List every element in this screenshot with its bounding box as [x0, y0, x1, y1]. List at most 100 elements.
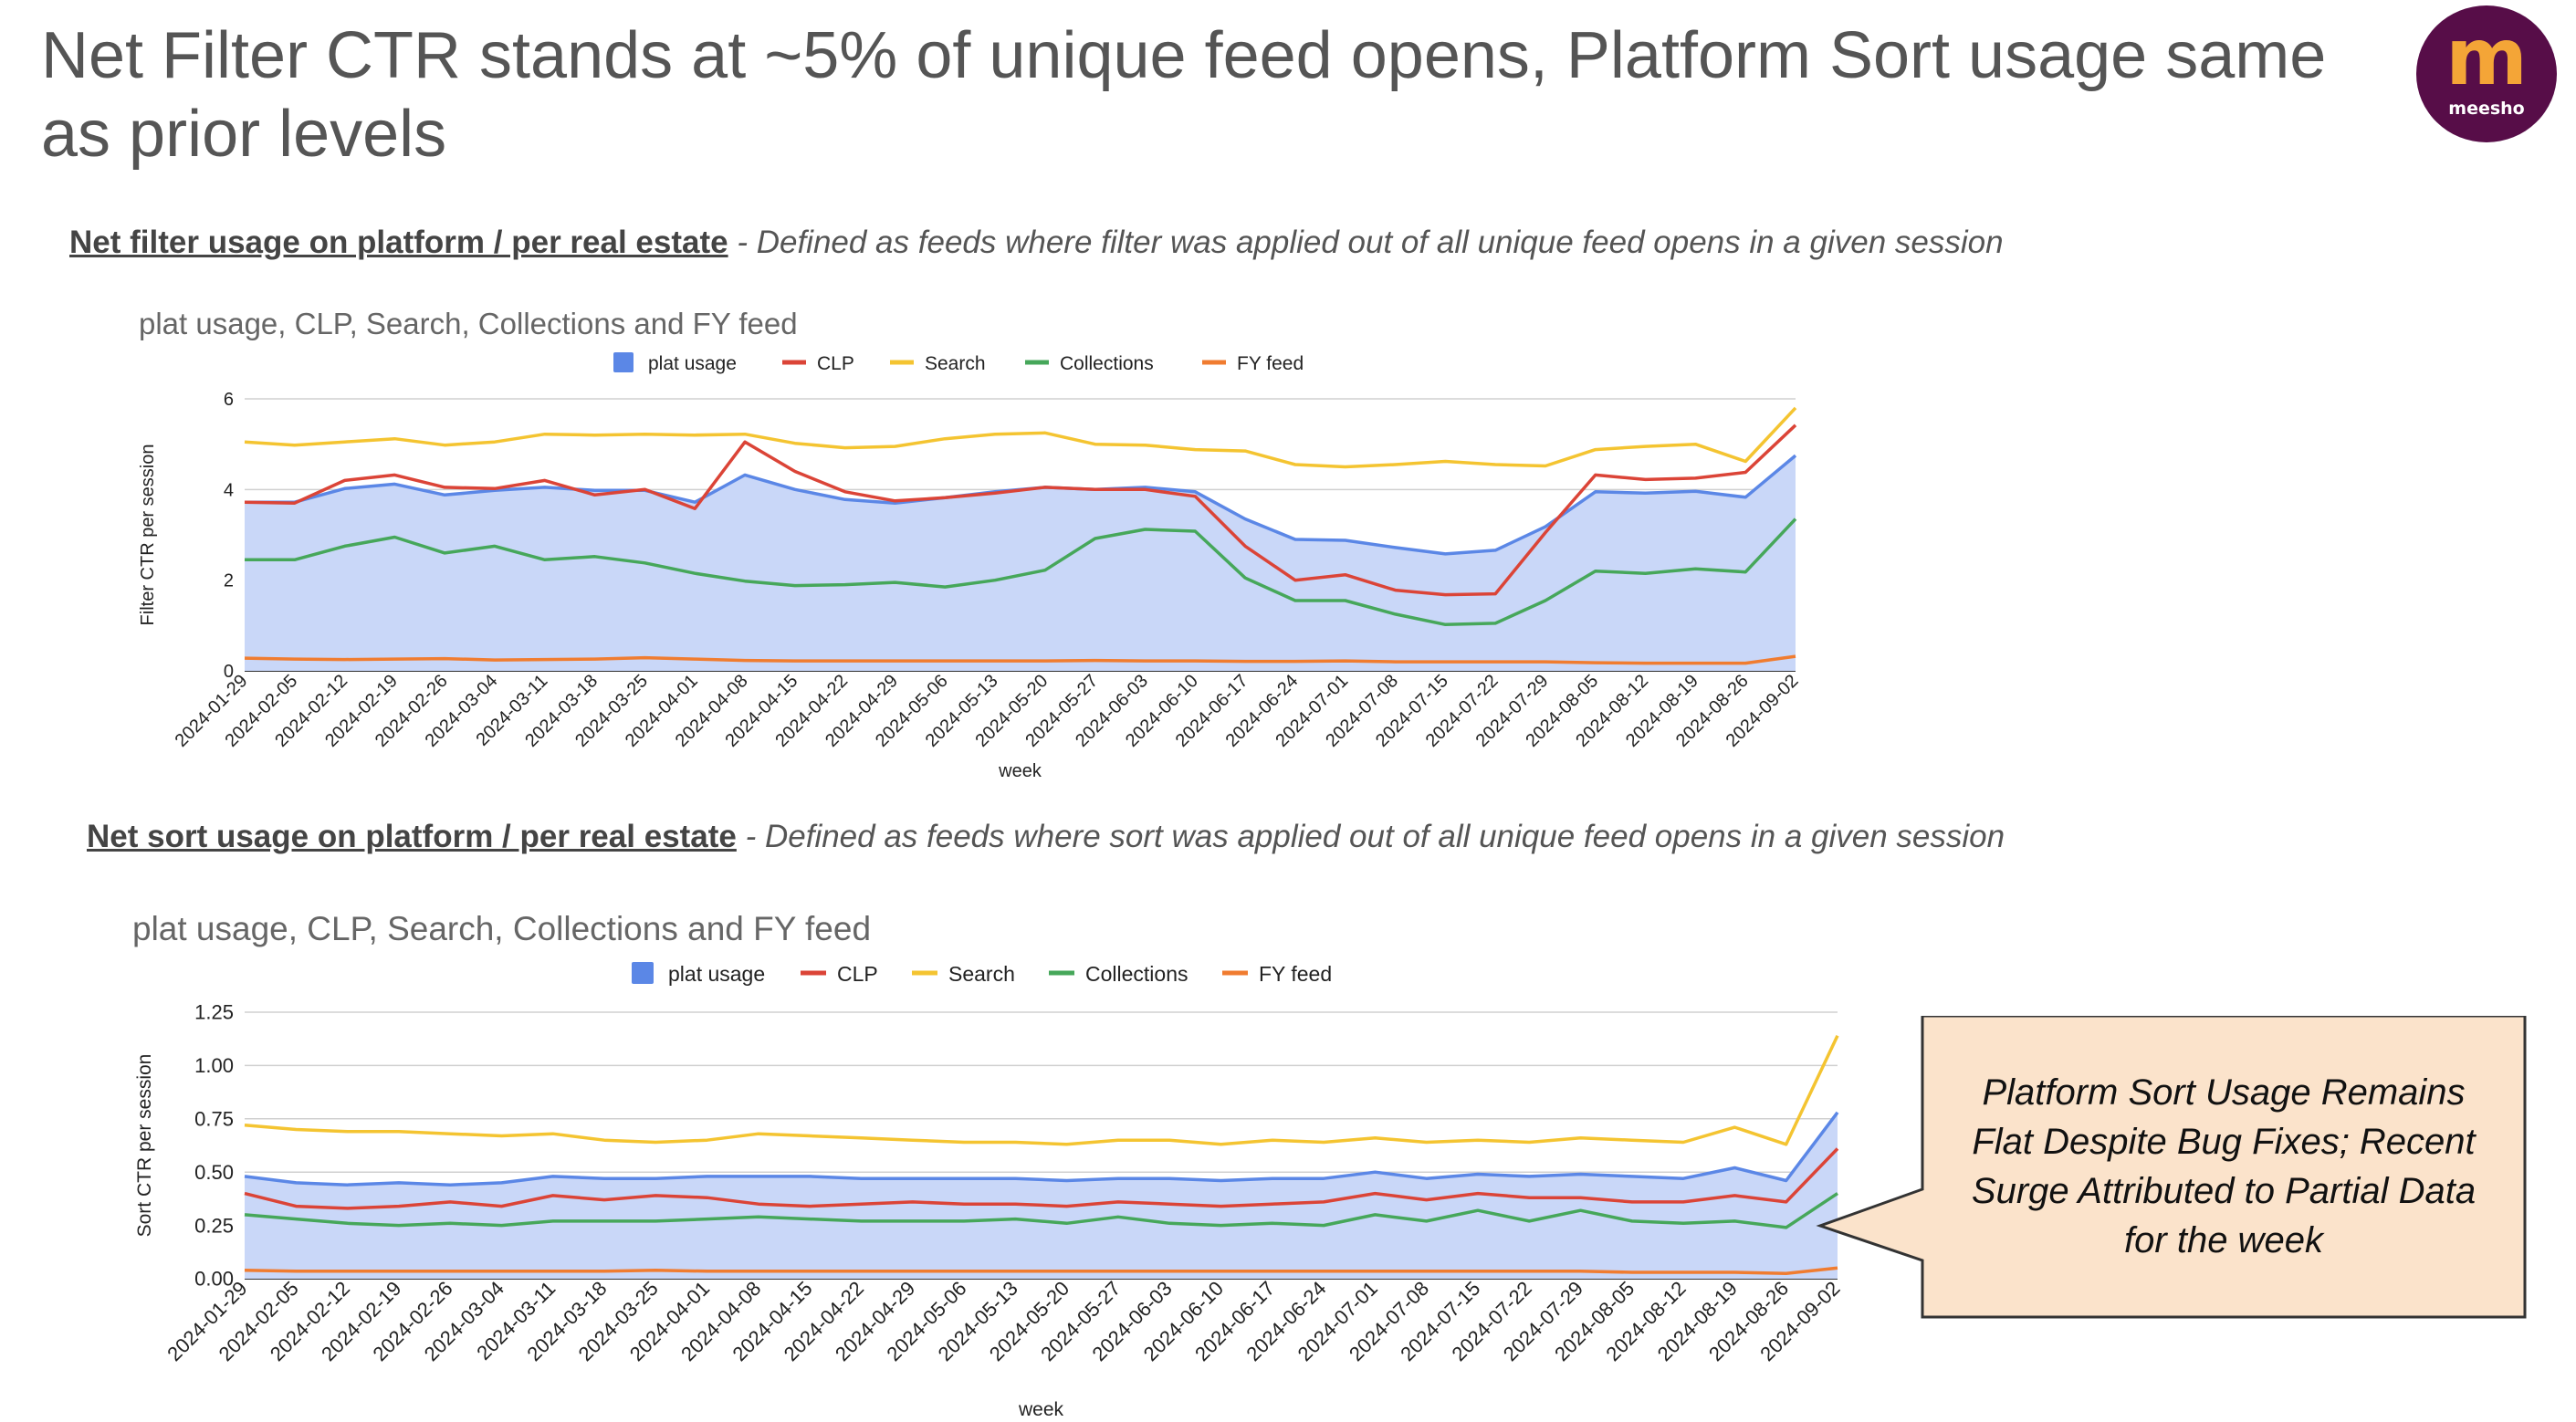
series-line-search — [244, 406, 1797, 469]
x-tick-label: 2024-07-29 — [1472, 671, 1553, 751]
x-tick-label: 2024-07-01 — [1293, 1277, 1382, 1365]
x-tick-label: 2024-07-08 — [1345, 1277, 1433, 1365]
x-tick-label: 2024-09-02 — [1723, 671, 1803, 751]
x-tick-label: 2024-07-22 — [1422, 671, 1503, 751]
x-tick-label: 2024-03-11 — [472, 1277, 560, 1364]
x-tick-label: 2024-07-22 — [1448, 1277, 1536, 1365]
legend-label-fy-feed: FY feed — [1259, 962, 1332, 986]
logo-wordmark: meesho — [2448, 99, 2525, 119]
legend-label-collections: Collections — [1060, 353, 1154, 374]
y-tick-label: 4 — [224, 480, 234, 500]
x-tick-label: 2024-04-08 — [672, 671, 752, 751]
chart-title: plat usage, CLP, Search, Collections and… — [139, 307, 798, 340]
x-tick-label: 2024-03-18 — [521, 671, 602, 751]
legend-label-plat-usage: plat usage — [668, 962, 765, 986]
y-axis-label: Filter CTR per session — [138, 444, 158, 626]
plat-usage-area-fill — [245, 455, 1796, 671]
x-tick-label: 2024-08-12 — [1601, 1277, 1690, 1365]
x-tick-label: 2024-06-03 — [1072, 671, 1152, 751]
series-line-clp — [244, 423, 1797, 597]
series-line-clp — [244, 1147, 1839, 1210]
legend-swatch-plat-usage — [613, 352, 634, 372]
x-tick-label: 2024-06-10 — [1139, 1277, 1228, 1365]
legend-label-plat-usage: plat usage — [648, 353, 737, 374]
y-tick-label: 1.00 — [194, 1054, 234, 1077]
series-line-collections — [244, 1192, 1838, 1229]
slide-title: Net Filter CTR stands at ~5% of unique f… — [41, 19, 2327, 171]
legend-label-clp: CLP — [817, 353, 854, 374]
legend-label-search: Search — [948, 962, 1015, 986]
x-tick-label: 2024-04-01 — [622, 671, 702, 751]
x-tick-label: 2024-04-29 — [831, 1277, 919, 1365]
x-tick-label: 2024-07-15 — [1396, 1277, 1484, 1365]
sort-section-desc: - Defined as feeds where sort was applie… — [736, 819, 2005, 854]
x-tick-label: 2024-03-04 — [420, 1277, 508, 1365]
x-tick-label: 2024-02-26 — [368, 1277, 456, 1365]
legend-label-collections: Collections — [1085, 962, 1189, 986]
x-tick-label: 2024-02-05 — [215, 1277, 303, 1365]
x-tick-label: 2024-02-19 — [321, 671, 402, 751]
filter-section-lead: Net filter usage on platform / per real … — [69, 225, 728, 260]
x-tick-label: 2024-06-24 — [1241, 1277, 1330, 1365]
x-tick-label: 2024-08-26 — [1672, 671, 1753, 751]
series-line-fy-feed — [244, 1266, 1838, 1275]
legend-label-clp: CLP — [837, 962, 878, 986]
x-tick-label: 2024-08-19 — [1653, 1277, 1742, 1365]
x-tick-label: 2024-08-05 — [1550, 1277, 1639, 1365]
filter-section-heading: Net filter usage on platform / per real … — [69, 225, 2004, 261]
y-tick-label: 0.50 — [194, 1161, 234, 1184]
x-tick-label: 2024-02-26 — [372, 671, 452, 751]
x-tick-label: 2024-08-19 — [1622, 671, 1702, 751]
sort-usage-callout: Platform Sort Usage Remains Flat Despite… — [1816, 1016, 2527, 1319]
x-tick-label: 2024-02-12 — [266, 1277, 354, 1365]
x-tick-label: 2024-02-12 — [271, 671, 351, 751]
x-tick-label: 2024-04-22 — [771, 671, 852, 751]
sort-section-heading: Net sort usage on platform / per real es… — [87, 819, 2005, 855]
x-tick-label: 2024-07-01 — [1272, 671, 1352, 751]
series-line-plat-usage — [245, 454, 1797, 556]
x-tick-label: 2024-02-19 — [317, 1277, 405, 1365]
x-tick-label: 2024-06-17 — [1172, 671, 1252, 751]
y-tick-label: 0.75 — [194, 1108, 234, 1131]
x-tick-label: 2024-08-05 — [1522, 671, 1602, 751]
x-tick-label: 2024-03-04 — [422, 671, 502, 751]
x-tick-label: 2024-03-18 — [522, 1277, 611, 1365]
y-tick-label: 6 — [224, 390, 234, 410]
y-tick-label: 1.25 — [194, 1001, 234, 1024]
series-line-collections — [245, 518, 1797, 627]
meesho-logo: m meesho — [2416, 5, 2557, 142]
x-tick-label: 2024-04-15 — [722, 671, 802, 751]
x-tick-label: 2024-07-08 — [1322, 671, 1402, 751]
x-tick-label: 2024-05-13 — [922, 671, 1002, 751]
filter-section-desc: - Defined as feeds where filter was appl… — [728, 225, 2004, 260]
x-tick-label: 2024-05-20 — [972, 671, 1052, 751]
series-line-plat-usage — [244, 1111, 1839, 1187]
legend-label-search: Search — [925, 353, 986, 374]
y-tick-label: 0.25 — [194, 1214, 234, 1237]
x-tick-label: 2024-03-25 — [574, 1277, 663, 1365]
plat-usage-area-fill — [245, 1112, 1838, 1279]
x-tick-label: 2024-04-29 — [822, 671, 902, 751]
logo-mark: m — [2445, 12, 2528, 103]
legend-label-fy-feed: FY feed — [1237, 353, 1304, 374]
x-axis-label: week — [998, 761, 1042, 781]
x-tick-label: 2024-06-24 — [1222, 671, 1303, 751]
x-tick-label: 2024-05-27 — [1021, 671, 1102, 751]
x-tick-label: 2024-01-29 — [172, 671, 252, 751]
x-tick-label: 2024-06-03 — [1088, 1277, 1177, 1365]
y-axis-label: Sort CTR per session — [134, 1054, 155, 1238]
x-tick-label: 2024-04-15 — [728, 1277, 816, 1365]
x-tick-label: 2024-05-20 — [985, 1277, 1073, 1365]
x-axis-label: week — [1018, 1399, 1064, 1420]
x-tick-label: 2024-05-27 — [1036, 1277, 1125, 1365]
chart-title: plat usage, CLP, Search, Collections and… — [132, 910, 871, 947]
callout-shape — [1816, 1016, 2527, 1319]
legend-swatch-plat-usage — [632, 962, 654, 984]
x-tick-label: 2024-07-29 — [1499, 1277, 1587, 1365]
x-tick-label: 2024-06-17 — [1190, 1277, 1279, 1365]
x-tick-label: 2024-06-10 — [1122, 671, 1202, 751]
x-tick-label: 2024-05-06 — [882, 1277, 970, 1365]
y-tick-label: 2 — [224, 571, 234, 591]
callout-text: Platform Sort Usage Remains Flat Despite… — [1971, 1072, 2477, 1260]
x-tick-label: 2024-08-12 — [1572, 671, 1652, 751]
